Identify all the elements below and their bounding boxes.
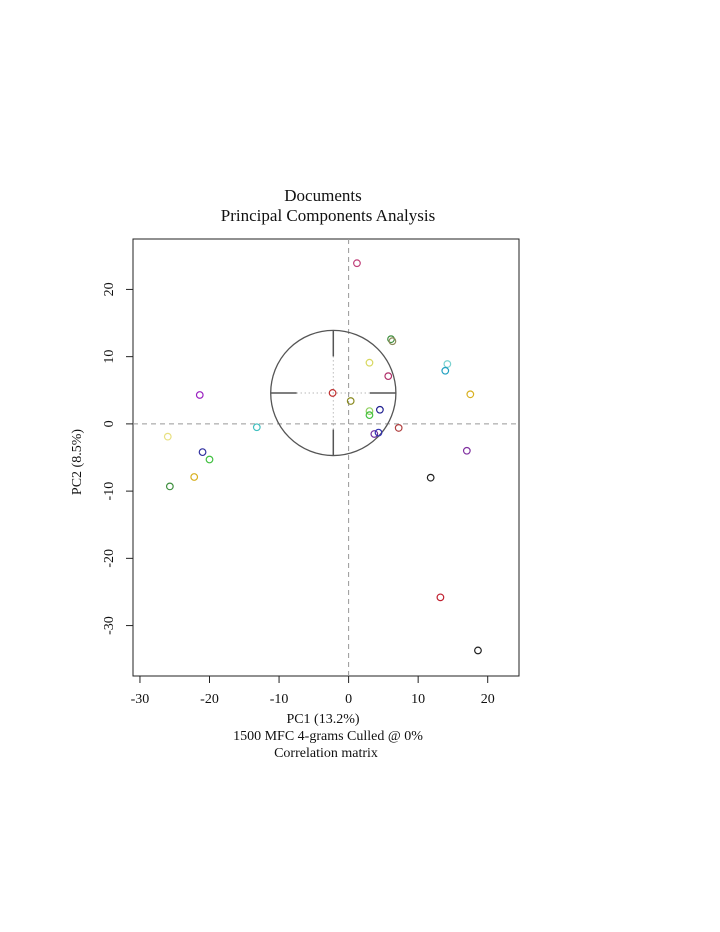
y-axis-label: PC2 (8.5%) xyxy=(70,429,85,495)
y-tick-label: 0 xyxy=(102,420,117,427)
data-point-27 xyxy=(474,646,482,655)
caption-line-1: 1500 MFC 4-grams Culled @ 0% xyxy=(233,729,423,744)
data-point-24 xyxy=(165,482,174,491)
data-point-19 xyxy=(163,432,172,441)
data-point-16 xyxy=(370,430,379,438)
x-tick-label: -30 xyxy=(131,692,150,707)
y-tick-label: -10 xyxy=(102,482,117,501)
data-point-4 xyxy=(365,358,374,367)
data-point-8 xyxy=(466,390,475,399)
x-tick-label: 10 xyxy=(411,692,425,707)
data-point-20 xyxy=(198,448,207,457)
data-point-18 xyxy=(252,423,261,432)
chart-subtitle: Principal Components Analysis xyxy=(221,206,435,225)
data-point-6 xyxy=(443,360,452,368)
data-point-10 xyxy=(328,389,337,397)
data-point-12 xyxy=(376,405,384,414)
data-point-23 xyxy=(190,473,199,481)
x-axis-label: PC1 (13.2%) xyxy=(286,712,359,727)
caption-line-2: Correlation matrix xyxy=(274,746,378,761)
data-point-2 xyxy=(387,335,395,344)
plot-frame xyxy=(132,238,520,677)
y-tick-label: 10 xyxy=(102,350,117,364)
data-point-1 xyxy=(353,259,361,268)
data-point-25 xyxy=(426,473,435,482)
data-point-9 xyxy=(195,391,204,399)
data-point-11 xyxy=(346,397,355,405)
plot-area: -30 -20 -10 0 10 20 -30 -20 -10 0 10 20 xyxy=(102,238,520,707)
y-tick-label: -20 xyxy=(102,549,117,568)
x-tick-label: -10 xyxy=(270,692,289,707)
data-point-26 xyxy=(436,593,445,602)
data-point-3 xyxy=(388,337,397,346)
data-point-15 xyxy=(394,424,403,432)
data-point-13 xyxy=(365,407,374,416)
x-tick-label: 20 xyxy=(481,692,495,707)
data-point-21 xyxy=(205,455,214,464)
y-tick-label: 20 xyxy=(102,282,117,296)
data-point-17 xyxy=(374,428,383,437)
data-point-5 xyxy=(384,372,393,381)
x-tick-label: 0 xyxy=(345,692,352,707)
data-point-22 xyxy=(462,446,471,455)
y-tick-label: -30 xyxy=(102,616,117,635)
data-point-14 xyxy=(365,411,374,420)
chart-title: Documents xyxy=(284,186,361,205)
x-tick-label: -20 xyxy=(200,692,219,707)
data-point-7 xyxy=(441,366,450,375)
